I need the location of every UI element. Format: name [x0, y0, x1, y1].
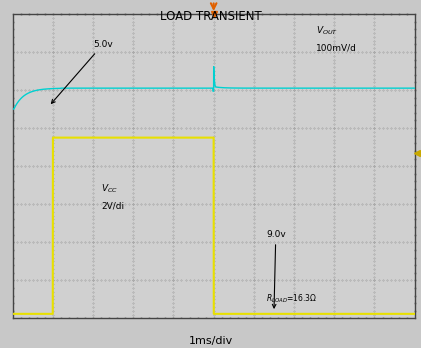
Text: 5.0v: 5.0v	[51, 40, 113, 103]
Text: LOAD TRANSIENT: LOAD TRANSIENT	[160, 10, 261, 23]
Text: $V_{CC}$: $V_{CC}$	[101, 183, 118, 195]
Text: 100mV/d: 100mV/d	[316, 44, 357, 53]
Text: 9.0v: 9.0v	[266, 230, 286, 308]
Text: 1ms/div: 1ms/div	[188, 336, 233, 346]
Text: $R_{LOAD}$=16.3$\Omega$: $R_{LOAD}$=16.3$\Omega$	[266, 293, 317, 305]
Text: $V_{OUT}$: $V_{OUT}$	[316, 25, 338, 37]
Text: 2V/di: 2V/di	[101, 201, 124, 211]
